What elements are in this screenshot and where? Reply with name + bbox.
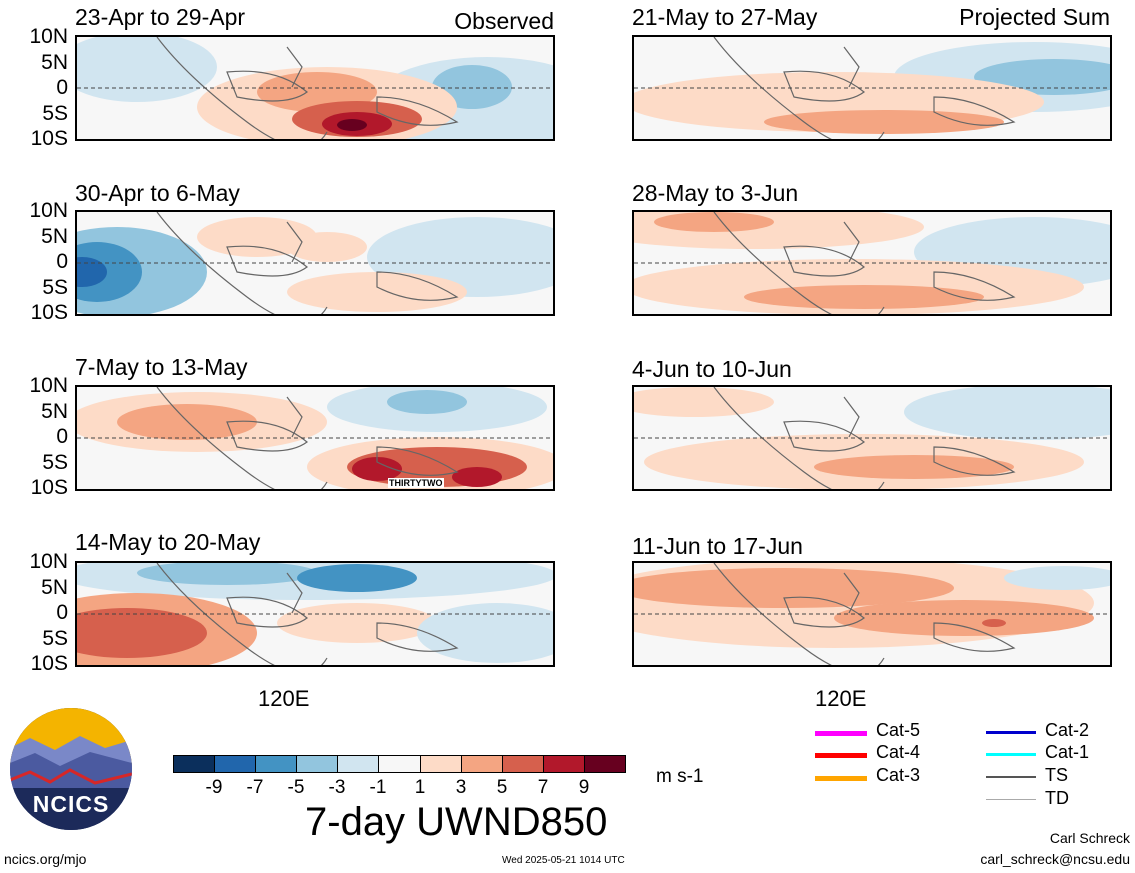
colorbar-label: 7 [537, 777, 549, 798]
footer-author: Carl Schreck [1049, 830, 1130, 846]
panel-projected-1-title: 21-May to 27-May [632, 4, 818, 30]
legend-cat4: Cat-4 [876, 742, 921, 762]
figure-title: 7-day UWND850 [305, 800, 608, 844]
lat-label: 0 [56, 425, 68, 448]
map-projected-1 [632, 35, 1112, 141]
legend-cat5: Cat-5 [876, 720, 921, 740]
colorbar-swatch [584, 756, 626, 772]
colorbar-label: 3 [455, 777, 467, 798]
colorbar-label: -3 [328, 777, 346, 798]
panel-observed-3-title: 7-May to 13-May [75, 354, 248, 380]
legend-cat2: Cat-2 [1045, 720, 1090, 740]
map-observed-4 [75, 561, 555, 667]
colorbar-label: 1 [414, 777, 426, 798]
lat-label: 5S [42, 627, 68, 650]
colorbar-label: -7 [246, 777, 264, 798]
colorbar-units: m s-1 [656, 766, 704, 787]
colorbar-swatch [461, 756, 503, 772]
colorbar-swatch [338, 756, 380, 772]
panel-observed-1-title: 23-Apr to 29-Apr [75, 4, 246, 30]
lat-label: 5S [42, 276, 68, 299]
panel-projected-4-title: 11-Jun to 17-Jun [632, 533, 803, 559]
lat-label: 10N [29, 25, 68, 48]
lat-label: 5S [42, 102, 68, 125]
map-observed-2 [75, 210, 555, 316]
logo-text: NCICS [32, 791, 110, 817]
colorbar [173, 755, 626, 773]
lat-label: 10N [29, 550, 68, 573]
footer-url: ncics.org/mjo [4, 851, 87, 867]
panel-projected-2-title: 28-May to 3-Jun [632, 180, 799, 206]
map-projected-2 [632, 210, 1112, 316]
colorbar-label: 9 [578, 777, 590, 798]
legend-swatch-cat2 [986, 731, 1036, 734]
lat-label: 0 [56, 76, 68, 99]
lat-label: 5N [41, 400, 68, 423]
lat-label: 5N [41, 576, 68, 599]
legend-swatch-cat3 [815, 776, 867, 781]
colorbar-swatch [420, 756, 462, 772]
colorbar-label: 5 [496, 777, 508, 798]
panel-observed-4-title: 14-May to 20-May [75, 529, 261, 555]
map-observed-1 [75, 35, 555, 141]
lat-label: 0 [56, 250, 68, 273]
storm-label: THIRTYTWO [388, 478, 444, 488]
colorbar-swatch [297, 756, 339, 772]
colorbar-label: -9 [205, 777, 223, 798]
legend-swatch-cat1 [986, 753, 1036, 756]
footer-email: carl_schreck@ncsu.edu [980, 851, 1130, 867]
colorbar-label: -5 [287, 777, 305, 798]
panel-projected-1-tag: Projected Sum [959, 4, 1110, 30]
legend-ts: TS [1045, 765, 1069, 785]
lat-label: 5N [41, 225, 68, 248]
footer-timestamp: Wed 2025-05-21 1014 UTC [502, 855, 625, 866]
colorbar-swatch [256, 756, 298, 772]
legend-swatch-cat5 [815, 731, 867, 736]
ncics-logo: NCICS [10, 708, 132, 830]
lon-label-left: 120E [258, 686, 310, 711]
map-projected-4 [632, 561, 1112, 667]
lat-label: 10S [30, 476, 68, 499]
lat-label: 10N [29, 199, 68, 222]
legend-cat1: Cat-1 [1045, 742, 1090, 762]
colorbar-swatch [174, 756, 216, 772]
lat-label: 10N [29, 374, 68, 397]
lon-label-right: 120E [815, 686, 867, 711]
colorbar-swatch [215, 756, 257, 772]
legend-swatch-cat4 [815, 753, 867, 758]
legend-td: TD [1045, 788, 1069, 808]
legend-swatch-ts [986, 776, 1036, 778]
panel-observed-2-title: 30-Apr to 6-May [75, 180, 240, 206]
colorbar-swatch [379, 756, 421, 772]
lat-label: 5N [41, 51, 68, 74]
panel-observed-1-tag: Observed [454, 8, 554, 34]
lat-label: 10S [30, 127, 68, 150]
map-projected-3 [632, 385, 1112, 491]
lat-label: 0 [56, 601, 68, 624]
lat-label: 10S [30, 301, 68, 324]
colorbar-swatch [502, 756, 544, 772]
panel-projected-3-title: 4-Jun to 10-Jun [632, 356, 792, 382]
lat-label: 5S [42, 451, 68, 474]
legend-swatch-td [986, 799, 1036, 800]
colorbar-label: -1 [369, 777, 387, 798]
colorbar-swatch [543, 756, 585, 772]
legend-cat3: Cat-3 [876, 765, 921, 785]
map-observed-3: THIRTYTWO [75, 385, 555, 491]
lat-label: 10S [30, 652, 68, 675]
